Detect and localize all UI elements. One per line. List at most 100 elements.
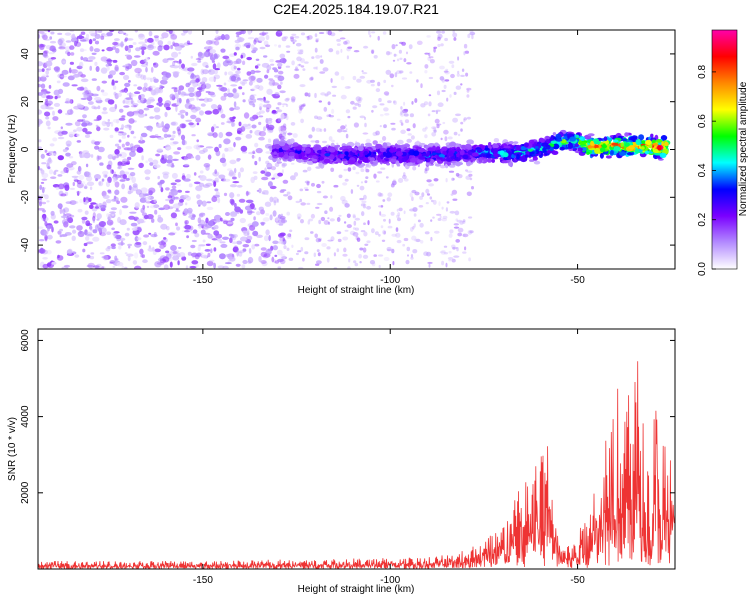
heatmap-cell <box>263 104 267 108</box>
heatmap-cell <box>444 70 450 75</box>
heatmap-cell <box>359 247 364 251</box>
heatmap-cell <box>352 166 356 171</box>
heatmap-cell <box>302 68 306 71</box>
heatmap-cell <box>184 102 193 109</box>
heatmap-cell <box>246 235 253 241</box>
heatmap-cell <box>469 230 474 234</box>
heatmap-cell <box>380 225 384 229</box>
heatmap-cell <box>94 141 100 146</box>
heatmap-cell <box>443 245 448 248</box>
heatmap-cell <box>242 60 246 66</box>
heatmap-cell <box>123 74 130 81</box>
heatmap-cell <box>90 252 95 255</box>
heatmap-cell <box>290 138 295 144</box>
heatmap-cell <box>187 207 193 214</box>
heatmap-cell <box>43 215 46 222</box>
heatmap-cell <box>55 240 62 244</box>
heatmap-cell <box>128 125 132 131</box>
heatmap-cell <box>225 253 232 258</box>
heatmap-cell <box>138 162 144 169</box>
heatmap-cell <box>410 226 414 232</box>
heatmap-cell <box>286 191 291 195</box>
heatmap-cell <box>57 183 65 190</box>
heatmap-cell <box>76 180 82 185</box>
heatmap-cell <box>101 227 107 234</box>
heatmap-cell <box>68 131 76 137</box>
heatmap-cell <box>465 169 468 172</box>
heatmap-cell <box>126 227 130 231</box>
heatmap-cell <box>428 101 432 107</box>
heatmap-cell <box>315 237 321 243</box>
heatmap-cell <box>185 265 189 269</box>
heatmap-cell <box>447 257 454 260</box>
heatmap-cell <box>272 245 278 251</box>
heatmap-cell <box>370 79 375 83</box>
heatmap-cell <box>242 230 249 233</box>
heatmap-cell <box>86 231 93 234</box>
heatmap-cell <box>282 237 285 242</box>
heatmap-cell <box>107 119 111 122</box>
heatmap-cell <box>273 139 280 146</box>
heatmap-cell <box>111 171 117 174</box>
heatmap-cell <box>409 192 413 198</box>
heatmap-cell <box>260 170 266 174</box>
heatmap-cell <box>267 138 272 143</box>
heatmap-cell <box>366 205 372 210</box>
heatmap-cell <box>387 51 393 55</box>
heatmap-cell <box>292 142 299 147</box>
heatmap-cell <box>82 57 89 62</box>
heatmap-cell <box>442 121 446 125</box>
heatmap-cell <box>478 157 483 163</box>
heatmap-cell <box>82 248 86 253</box>
heatmap-cell <box>304 251 309 255</box>
heatmap-cell <box>279 237 285 242</box>
heatmap-cell <box>395 44 398 47</box>
heatmap-cell <box>220 122 225 125</box>
heatmap-cell <box>79 167 82 172</box>
heatmap-cell <box>249 130 253 134</box>
heatmap-cell <box>88 197 92 202</box>
heatmap-cell <box>76 191 82 194</box>
heatmap-cell <box>460 74 465 77</box>
heatmap-cell <box>57 109 63 114</box>
heatmap-cell <box>340 76 345 81</box>
heatmap-cell <box>314 233 319 239</box>
heatmap-cell <box>112 41 118 46</box>
heatmap-cell <box>441 146 448 151</box>
heatmap-cell <box>430 236 433 242</box>
heatmap-cell <box>240 38 245 41</box>
heatmap-cell <box>363 194 367 200</box>
heatmap-cell <box>171 51 179 58</box>
heatmap-cell <box>313 66 317 70</box>
heatmap-cell <box>199 170 204 174</box>
heatmap-cell <box>272 240 279 245</box>
heatmap-cell <box>154 261 162 268</box>
heatmap-cell <box>74 40 78 47</box>
heatmap-cell <box>265 249 272 255</box>
heatmap-cell <box>398 70 404 74</box>
heatmap-cell <box>315 55 321 59</box>
heatmap-cell <box>101 120 107 127</box>
heatmap-cell <box>222 220 228 225</box>
heatmap-cell <box>131 176 136 183</box>
heatmap-cell <box>406 62 412 65</box>
heatmap-cell <box>154 115 161 120</box>
x-tick-label: -100 <box>380 575 400 586</box>
heatmap-cell <box>247 30 252 35</box>
heatmap-cell <box>97 105 101 110</box>
heatmap-cell <box>493 138 500 143</box>
heatmap-cell <box>89 46 94 52</box>
heatmap-cell <box>300 219 304 224</box>
heatmap-cell <box>436 124 440 129</box>
heatmap-cell <box>116 166 123 170</box>
heatmap-cell <box>140 74 145 80</box>
x-tick-label: -50 <box>570 275 585 286</box>
heatmap-cell <box>258 256 262 263</box>
heatmap-cell <box>235 263 241 267</box>
heatmap-cell <box>254 160 258 166</box>
heatmap-cell <box>254 65 259 69</box>
heatmap-cell <box>216 84 223 87</box>
heatmap-cell <box>433 47 436 53</box>
heatmap-cell <box>606 137 613 141</box>
heatmap-cell <box>212 63 217 70</box>
